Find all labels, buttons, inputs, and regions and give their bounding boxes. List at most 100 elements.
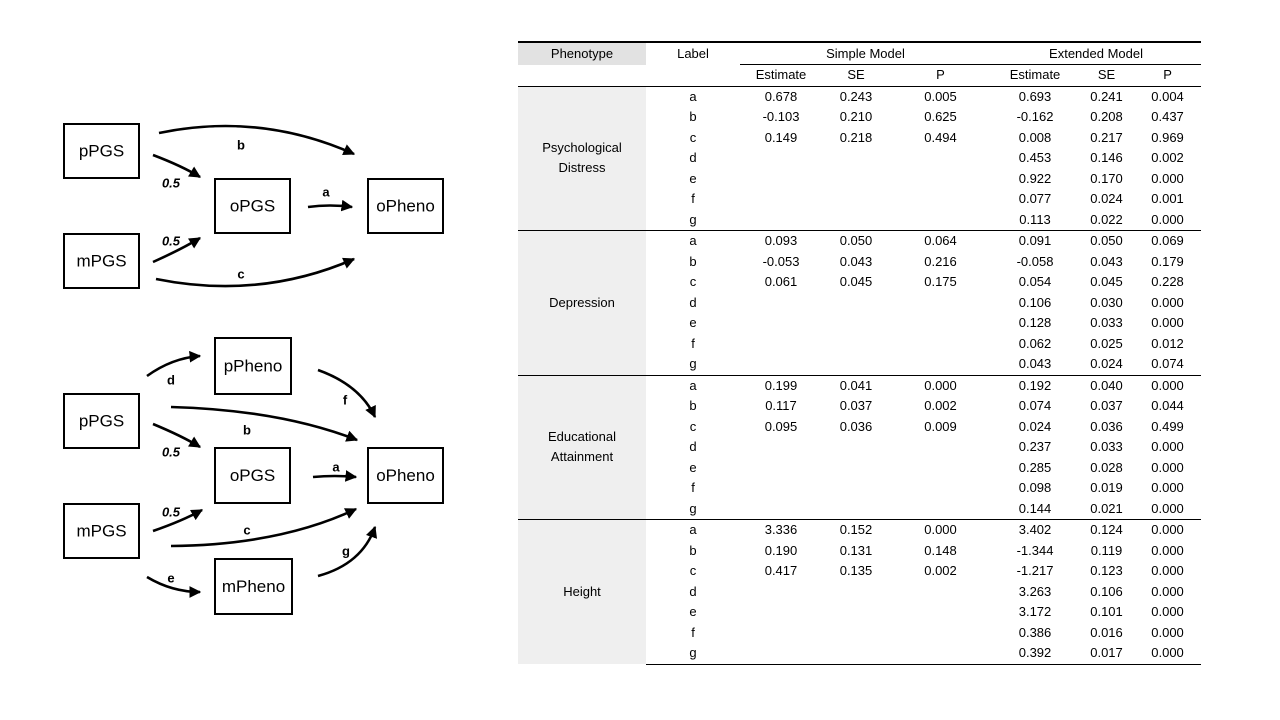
header-spacer [646, 64, 740, 87]
simple-p-cell: 0.000 [890, 374, 992, 396]
extended-p-cell: 0.002 [1151, 150, 1184, 165]
extended-estimate-cell: 3.402 [991, 519, 1080, 541]
extended-se-cell: 0.033 [1090, 439, 1123, 454]
extended-se-cell: 0.208 [1090, 109, 1123, 124]
simple-se-cell: 0.050 [822, 230, 890, 252]
simple-p-cell [890, 623, 991, 644]
extended-estimate-cell: 0.113 [1019, 211, 1051, 227]
extended-estimate-cell: 0.386 [1018, 624, 1052, 640]
label-cell: e [689, 170, 697, 186]
extended-se-cell: 0.036 [1090, 418, 1123, 434]
node-label: mPheno [222, 577, 285, 596]
simple-estimate-cell [740, 582, 822, 603]
extended-se-cell: 0.043 [1090, 253, 1123, 269]
extended-estimate-cell: 0.192 [991, 374, 1080, 396]
extended-estimate-cell: 0.144 [1018, 500, 1052, 516]
simple-p-cell [890, 313, 991, 334]
simple-se-cell: 0.045 [839, 274, 873, 289]
simple-estimate-cell: 0.199 [740, 374, 822, 396]
path-label-g: g [342, 544, 350, 559]
table-row: e 0.128 0.033 0.000 [518, 313, 1201, 334]
node-label: pPGS [79, 412, 124, 431]
simple-se-cell [822, 148, 890, 169]
node-ppgs: pPGS [63, 123, 140, 179]
table-row: e 0.922 0.170 0.000 [518, 169, 1201, 190]
table-row: f 0.098 0.019 0.000 [518, 478, 1201, 499]
col-header-simple-se: SE [822, 64, 890, 87]
simple-estimate-cell: 0.117 [765, 398, 797, 413]
label-cell: d [689, 583, 697, 599]
extended-p-cell: 0.000 [1151, 294, 1184, 310]
label-cell: d [689, 294, 697, 310]
extended-estimate-cell: -1.344 [1016, 542, 1054, 558]
table-row: b 0.117 0.037 0.002 0.074 0.037 0.044 [518, 396, 1201, 417]
simple-estimate-cell [740, 148, 822, 169]
phenotype-cell: Psychological Distress [518, 85, 646, 231]
label-cell: d [689, 150, 697, 165]
simple-estimate-cell [740, 602, 822, 623]
simple-estimate-cell [740, 458, 822, 479]
extended-model-diagram: pPheno pPGS oPGS oPheno mPGS mPheno [63, 337, 444, 615]
header-spacer [518, 64, 646, 87]
table-row: Psychological Distress a 0.678 0.243 0.005 0.… [518, 85, 1202, 231]
arrow-e [146, 575, 202, 598]
extended-se-cell: 0.024 [1090, 356, 1123, 371]
col-header-simple-p: P [890, 64, 992, 87]
extended-se-cell: 0.019 [1090, 480, 1123, 495]
extended-p-cell: 0.004 [1134, 85, 1202, 107]
path-label-0-5-paternal: 0.5 [162, 176, 181, 191]
node-opheno: oPheno [367, 178, 444, 234]
simple-se-cell: 0.043 [839, 253, 873, 269]
extended-p-cell: 0.969 [1151, 129, 1184, 145]
simple-se-cell: 0.243 [822, 85, 890, 107]
simple-estimate-cell [740, 499, 822, 520]
simple-estimate-cell: 0.190 [764, 542, 798, 558]
extended-estimate-cell: 0.043 [1018, 356, 1052, 371]
extended-estimate-cell: 0.392 [991, 643, 1080, 665]
extended-p-cell: 0.044 [1151, 398, 1184, 413]
label-cell: f [691, 624, 695, 640]
phenotype-section: Depression a 0.093 0.050 0.064 0.091 0.050 0.06… [518, 230, 1202, 375]
simple-p-cell [890, 437, 991, 458]
label-cell: c [689, 129, 697, 145]
extended-estimate-cell: 0.693 [991, 85, 1080, 107]
extended-p-cell: 0.074 [1151, 356, 1184, 371]
arrow-b [158, 124, 356, 156]
extended-se-cell: 0.119 [1090, 542, 1123, 558]
extended-se-cell: 0.037 [1090, 398, 1123, 413]
table-row: c 0.417 0.135 0.002 -1.217 0.123 0.000 [518, 561, 1201, 582]
col-header-extended-p: P [1134, 64, 1202, 87]
simple-se-cell [822, 313, 890, 334]
table-row: d 3.263 0.106 0.000 [518, 582, 1201, 603]
label-cell: c [689, 563, 697, 578]
simple-se-cell [822, 458, 890, 479]
node-label: oPheno [376, 197, 435, 216]
extended-se-cell: 0.021 [1090, 500, 1123, 516]
path-label-c: c [237, 267, 244, 282]
table-row: g 0.113 0.022 0.000 [518, 210, 1201, 231]
label-cell: g [689, 356, 697, 371]
extended-estimate-cell: 0.237 [1018, 439, 1052, 454]
label-cell: e [689, 604, 697, 619]
node-mpheno: mPheno [214, 558, 293, 615]
table-row: c 0.149 0.218 0.494 0.008 0.217 0.969 [518, 128, 1201, 149]
extended-p-cell: 0.000 [1151, 315, 1184, 330]
path-label-a: a [332, 460, 340, 475]
simple-se-cell [822, 293, 890, 314]
simple-p-cell [890, 643, 992, 665]
phenotype-section: Psychological Distress a 0.678 0.243 0.005 0.… [518, 85, 1202, 231]
table-header: Phenotype Label Simple Model Extended Mo… [518, 41, 1202, 87]
simple-p-cell [890, 210, 991, 231]
simple-se-cell: 0.135 [839, 563, 873, 578]
label-cell: d [689, 439, 697, 454]
simple-estimate-cell: 0.093 [740, 230, 822, 252]
extended-se-cell: 0.124 [1079, 519, 1135, 541]
simple-p-cell: 0.494 [924, 129, 957, 145]
simple-estimate-cell [740, 313, 822, 334]
simple-p-cell [890, 334, 991, 355]
extended-se-cell: 0.050 [1079, 230, 1135, 252]
simple-p-cell [890, 293, 991, 314]
label-cell: c [689, 418, 697, 434]
simple-p-cell [890, 478, 991, 499]
table-row: g 0.144 0.021 0.000 [518, 499, 1201, 520]
